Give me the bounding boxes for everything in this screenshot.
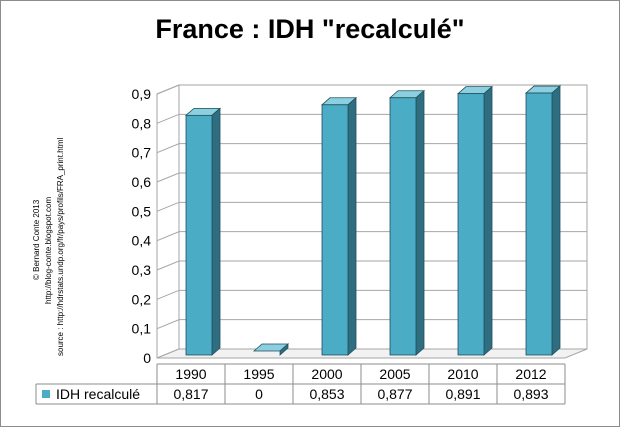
- gridline: [156, 289, 587, 300]
- gridline: [156, 113, 587, 124]
- x-tick-label: 1990: [175, 366, 206, 382]
- data-label: 0,853: [309, 386, 344, 402]
- gridline: [156, 143, 587, 154]
- y-tick-label: 0,6: [132, 174, 152, 190]
- y-tick-label: 0,8: [132, 115, 152, 131]
- bar: [321, 104, 349, 356]
- legend-entry: IDH recalculé: [56, 386, 140, 402]
- gridline: [156, 319, 587, 330]
- gridline: [156, 231, 587, 242]
- side-wall: [156, 84, 180, 359]
- y-tick-label: 0,2: [132, 291, 152, 307]
- y-tick-label: 0,1: [132, 321, 152, 337]
- data-label: 0,877: [377, 386, 412, 402]
- bar-side: [483, 85, 493, 356]
- floor: [156, 348, 588, 359]
- bar-side: [347, 96, 357, 356]
- gridline: [156, 172, 587, 183]
- x-tick-label: 2000: [311, 366, 342, 382]
- bar-side: [211, 107, 221, 356]
- x-tick-label: 2010: [447, 366, 478, 382]
- y-tick-label: 0,9: [132, 86, 152, 102]
- gridline: [156, 201, 587, 212]
- bar: [525, 92, 553, 356]
- bar-side: [551, 85, 561, 356]
- gridline: [156, 84, 587, 95]
- bar-side: [279, 343, 289, 356]
- y-tick-label: 0,3: [132, 262, 152, 278]
- bar-side: [415, 89, 425, 356]
- x-tick-label: 2012: [515, 366, 546, 382]
- data-label: 0,891: [445, 386, 480, 402]
- data-label: 0,817: [173, 386, 208, 402]
- x-tick-label: 1995: [243, 366, 274, 382]
- y-tick-label: 0,5: [132, 203, 152, 219]
- data-label: 0: [255, 386, 263, 402]
- bar: [389, 97, 417, 356]
- y-tick-label: 0: [143, 350, 151, 366]
- gridline: [156, 260, 587, 271]
- bar: [457, 93, 485, 356]
- y-tick-label: 0,4: [132, 233, 152, 249]
- x-tick-label: 2005: [379, 366, 410, 382]
- bar: [185, 114, 213, 356]
- legend-swatch: [42, 390, 50, 398]
- data-label: 0,893: [513, 386, 548, 402]
- chart-title: France : IDH "recalculé": [155, 14, 465, 44]
- y-tick-label: 0,7: [132, 145, 152, 161]
